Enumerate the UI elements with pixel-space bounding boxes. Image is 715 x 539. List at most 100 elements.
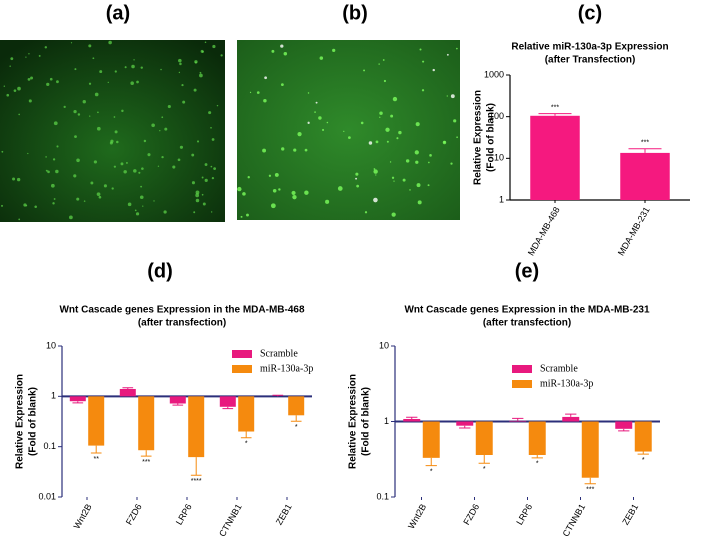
cell-dot [247,176,250,179]
bar [562,416,580,422]
cell-dot [416,183,421,188]
cell-dot [402,178,406,182]
cell-dot [70,42,73,44]
cell-dot [178,71,181,74]
cell-dot [191,181,195,185]
bar [138,396,155,451]
cell-dot [135,212,140,216]
error-bar [222,406,234,410]
error-bar [565,413,577,417]
y-tick-label: 0.01 [38,491,56,501]
cell-dot [88,44,92,48]
cell-dot [242,192,246,196]
chart-subtitle: (after Transfection) [545,55,636,66]
y-tick-label: 1 [384,416,389,426]
cell-dot [23,203,27,207]
cell-dot [113,116,116,118]
cell-dot [133,59,135,61]
cell-dot [199,73,203,78]
cell-dot [364,211,368,214]
cell-dot [390,114,394,118]
error-bar [240,431,252,439]
cell-dot [56,80,59,84]
legend-swatch [232,350,252,358]
cell-dot [249,91,252,94]
cell-dot [83,200,86,202]
cell-dot [419,48,422,51]
cell-dot [417,200,422,205]
significance: * [430,469,433,476]
cell-dot [392,96,398,102]
y-tick-label: 10 [494,153,504,163]
cell-dot [131,64,135,69]
cell-dot [182,100,186,104]
error-bar [618,428,630,432]
y-axis-label: Relative Expression [473,90,484,185]
bar [509,420,527,422]
cell-dot [143,139,147,143]
cell-dot [195,193,200,198]
error-bar [406,416,418,419]
cell-dot [96,126,101,131]
cell-dot [391,212,396,217]
bar [403,418,421,422]
cell-dot [34,205,37,209]
cell-dot [204,41,207,44]
cell-dot [74,68,77,71]
cell-dot [325,199,330,204]
y-tick-label: 1 [499,194,504,204]
cell-dot [240,215,243,218]
cell-dot [270,203,276,209]
cell-dot [46,82,50,87]
cell-dot [53,198,56,200]
legend-label: miR-130a-3p [260,363,313,374]
cell-dot [6,93,10,97]
cell-dot [193,211,196,214]
cell-dot [220,54,223,57]
cell-dot [389,161,392,163]
significance: * [295,424,298,431]
cell-dot [28,99,32,103]
cell-dot [45,156,47,158]
cell-dot [398,130,402,135]
cell-dot [1,150,4,153]
cell-dot [108,40,112,45]
cell-dot [1,204,3,207]
cell-dot [429,154,432,157]
cell-dot [77,113,81,116]
cell-dot [3,85,6,87]
cell-dot [133,169,137,173]
cell-dot [111,187,114,190]
y-tick-label: 0.1 [376,491,389,501]
cell-dot [373,197,378,203]
bar [422,421,440,458]
cell-dot [315,101,318,104]
cell-dot [52,202,55,205]
cell-dot [196,140,200,143]
cell-dot [113,165,116,168]
x-tick-label: Wnt2B [72,502,94,530]
cell-dot [414,150,419,155]
cell-dot [199,71,202,74]
legend-swatch [512,365,532,373]
cell-dot [318,116,322,120]
bar [69,396,86,402]
cell-dot [201,176,204,179]
significance: ** [93,456,99,463]
cell-dot [363,69,366,72]
cell-dot [109,141,113,145]
cell-dot [90,181,94,185]
cell-dot [210,211,213,213]
cell-dot [453,119,457,123]
error-bar [459,425,471,429]
cell-dot [89,115,91,117]
cell-dot [12,177,16,181]
cell-dot [181,83,184,87]
cell-dot [415,122,420,127]
chart-subtitle: (after transfection) [138,318,226,329]
cell-dot [123,170,127,174]
x-tick-label: CTNNB1 [561,502,588,538]
cell-dot [76,158,80,163]
cell-dot [125,161,128,164]
cell-dot [383,79,387,83]
